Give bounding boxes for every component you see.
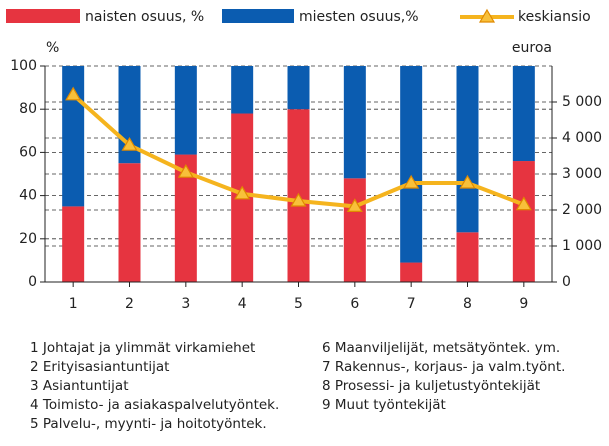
x-tick-label: 9 xyxy=(519,296,528,312)
bar xyxy=(512,161,535,282)
y-tick-label: 100 xyxy=(10,58,37,74)
x-tick-label: 1 xyxy=(69,296,78,312)
y-tick-label: 80 xyxy=(19,101,37,117)
bar xyxy=(456,232,479,282)
y-axis-label: % xyxy=(46,40,59,56)
bar xyxy=(343,66,366,179)
x-tick-label: 4 xyxy=(238,296,247,312)
legend-swatch xyxy=(6,9,80,23)
x-tick-label: 8 xyxy=(463,296,472,312)
bar xyxy=(231,66,254,114)
legend-swatch xyxy=(478,8,496,23)
bar xyxy=(287,66,310,110)
legend-label: naisten osuus, % xyxy=(85,9,204,25)
bar xyxy=(118,163,141,282)
footnote: 1 Johtajat ja ylimmät virkamiehet xyxy=(30,340,255,356)
line-marker xyxy=(459,174,476,189)
bar xyxy=(456,66,479,233)
y2-tick-label: 3 000 xyxy=(562,166,602,182)
x-tick-label: 2 xyxy=(125,296,134,312)
bar xyxy=(512,66,535,162)
y-tick-label: 40 xyxy=(19,188,37,204)
line-marker xyxy=(290,192,307,207)
legend-swatch xyxy=(222,9,294,23)
y-tick-label: 20 xyxy=(19,231,37,247)
y-tick-label: 60 xyxy=(19,144,37,160)
footnote: 6 Maanviljelijät, metsätyöntek. ym. xyxy=(322,340,560,356)
y2-tick-label: 5 000 xyxy=(562,94,602,110)
y2-tick-label: 2 000 xyxy=(562,202,602,218)
legend-label: miesten osuus,% xyxy=(299,9,419,25)
x-tick-label: 3 xyxy=(181,296,190,312)
legend-label: keskiansio xyxy=(518,9,591,25)
bar xyxy=(174,154,197,282)
line-marker xyxy=(234,185,251,200)
y2-axis-label: euroa xyxy=(512,40,552,56)
bar xyxy=(343,178,366,282)
footnote: 8 Prosessi- ja kuljetustyöntekijät xyxy=(322,378,540,394)
line-marker xyxy=(121,137,138,151)
bar xyxy=(400,262,423,282)
line-marker xyxy=(177,164,194,178)
footnote: 3 Asiantuntijat xyxy=(30,378,129,394)
y2-tick-label: 0 xyxy=(562,274,571,290)
line-marker xyxy=(65,86,82,101)
y-tick-label: 0 xyxy=(28,274,37,290)
bar xyxy=(62,206,85,282)
footnote: 7 Rakennus-, korjaus- ja valm.työnt. xyxy=(322,359,565,375)
line-marker xyxy=(346,198,363,212)
line-marker xyxy=(403,174,420,189)
x-tick-label: 7 xyxy=(407,296,416,312)
x-tick-label: 6 xyxy=(350,296,359,312)
bar xyxy=(400,66,423,263)
footnote: 9 Muut työntekijät xyxy=(322,397,446,413)
footnote: 5 Palvelu-, myynti- ja hoitotyöntek. xyxy=(30,416,267,432)
bar xyxy=(174,66,197,155)
line-marker xyxy=(515,196,532,211)
footnote: 2 Erityisasiantuntijat xyxy=(30,359,169,375)
x-tick-label: 5 xyxy=(294,296,303,312)
footnote: 4 Toimisto- ja asiakaspalvelutyöntek. xyxy=(30,397,279,413)
y2-tick-label: 1 000 xyxy=(562,238,602,254)
y2-tick-label: 4 000 xyxy=(562,130,602,146)
